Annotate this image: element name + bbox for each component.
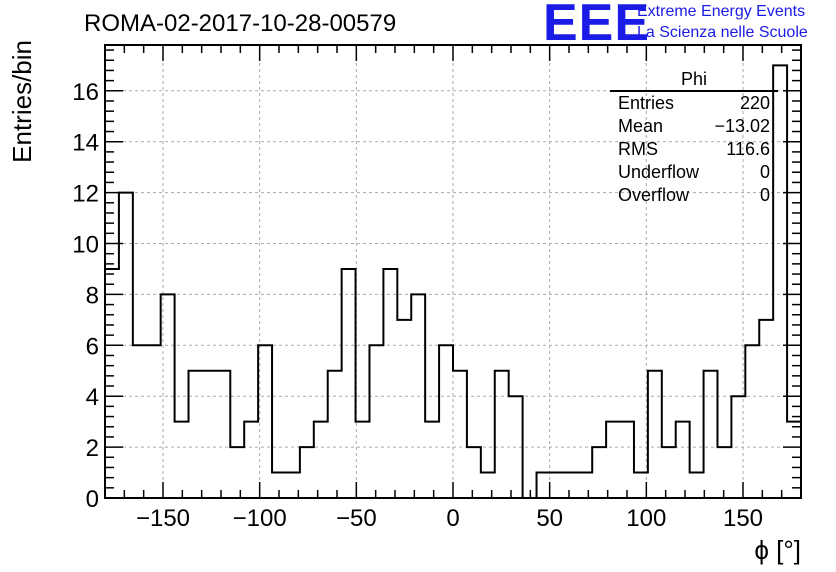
- eee-logo: EEE: [543, 0, 651, 52]
- histogram-bin: [662, 447, 676, 498]
- histogram-bin: [342, 269, 356, 498]
- y-tick-label: 4: [86, 384, 99, 411]
- histogram-bin: [175, 422, 189, 498]
- histogram-bin: [704, 371, 718, 498]
- histogram-bin: [369, 345, 383, 498]
- y-tick-label: 6: [86, 333, 99, 360]
- histogram-bin: [495, 371, 509, 498]
- histogram-bin: [592, 447, 606, 498]
- x-tick-label: 150: [723, 505, 763, 532]
- stats-row-rms: RMS 116.6: [610, 138, 778, 161]
- stats-value: 116.6: [726, 139, 770, 159]
- histogram-bin: [564, 473, 578, 498]
- histogram-bin: [383, 269, 397, 498]
- stats-value: 220: [739, 93, 770, 113]
- histogram-bin: [328, 371, 342, 498]
- chart-title: ROMA-02-2017-10-28-00579: [84, 10, 397, 37]
- tick-labels: −150 −100 −50 0 50 100 150 0 2 4 6 8 10 12 14 16: [72, 79, 763, 532]
- x-tick-label: 100: [626, 505, 666, 532]
- histogram-bin: [216, 371, 230, 498]
- histogram-bin: [648, 371, 662, 498]
- y-tick-label: 12: [72, 181, 99, 208]
- y-tick-label: 8: [86, 282, 99, 309]
- y-axis-label: Entries/bin: [7, 40, 37, 163]
- y-tick-label: 2: [86, 435, 99, 462]
- stats-label: Entries: [618, 93, 675, 113]
- histogram-bin: [717, 447, 731, 498]
- histogram-bin: [356, 422, 370, 498]
- histogram-bin: [397, 320, 411, 498]
- histogram-bin: [230, 447, 244, 498]
- logo-line-2: La Scienza nelle Scuole: [637, 24, 808, 41]
- axis-ticks: [104, 45, 802, 499]
- stats-label: Mean: [618, 116, 664, 136]
- stats-label: Underflow: [618, 162, 700, 182]
- stats-label: Overflow: [618, 185, 690, 205]
- y-tick-label: 10: [72, 232, 99, 259]
- x-tick-label: −150: [136, 505, 190, 532]
- histogram-bin: [425, 422, 439, 498]
- histogram-bin: [550, 473, 564, 498]
- histogram-bin: [759, 320, 773, 498]
- histogram-bin: [258, 345, 272, 498]
- stats-value: 0: [759, 162, 770, 182]
- stats-value: 0: [759, 185, 770, 205]
- x-axis-label: ϕ [°]: [754, 535, 801, 565]
- stats-row-mean: Mean −13.02: [610, 115, 778, 138]
- x-tick-label: −100: [233, 505, 287, 532]
- logo-line-1: Extreme Energy Events: [637, 3, 806, 20]
- plot-frame: [104, 44, 802, 499]
- histogram-bin: [105, 269, 119, 498]
- histogram-bin: [578, 473, 592, 498]
- histogram-outline: [105, 64, 801, 499]
- grid-lines: [105, 45, 801, 498]
- stats-row-underflow: Underflow 0: [610, 161, 778, 184]
- y-tick-label: 14: [72, 130, 99, 157]
- histogram-bin: [606, 422, 620, 498]
- x-tick-label: −50: [336, 505, 377, 532]
- stats-label: RMS: [618, 139, 658, 159]
- stats-row-overflow: Overflow 0: [610, 184, 778, 207]
- x-tick-label: 0: [446, 505, 459, 532]
- histogram-bin: [133, 345, 147, 498]
- stats-title: Phi: [610, 68, 778, 92]
- histogram-bin: [147, 345, 161, 498]
- histogram-bin: [676, 422, 690, 498]
- histogram-bin: [537, 473, 551, 498]
- histogram-bin: [453, 371, 467, 498]
- histogram-bin: [745, 345, 759, 498]
- y-tick-label: 0: [86, 486, 99, 513]
- histogram-bin: [690, 473, 704, 498]
- histogram-bin: [202, 371, 216, 498]
- histogram-bin: [787, 422, 801, 498]
- stats-row-entries: Entries 220: [610, 92, 778, 115]
- stats-value: −13.02: [714, 116, 770, 136]
- histogram-bin: [300, 447, 314, 498]
- histogram-bin: [481, 473, 495, 498]
- stats-box: Phi Entries 220 Mean −13.02 RMS 116.6 Un…: [610, 68, 778, 207]
- histogram-bin: [439, 345, 453, 498]
- x-tick-label: 50: [536, 505, 563, 532]
- histogram-bin: [189, 371, 203, 498]
- histogram-bin: [467, 447, 481, 498]
- histogram-bin: [620, 422, 634, 498]
- y-tick-label: 16: [72, 79, 99, 106]
- histogram-bars: [105, 64, 801, 499]
- histogram-bin: [314, 422, 328, 498]
- histogram-bin: [244, 422, 258, 498]
